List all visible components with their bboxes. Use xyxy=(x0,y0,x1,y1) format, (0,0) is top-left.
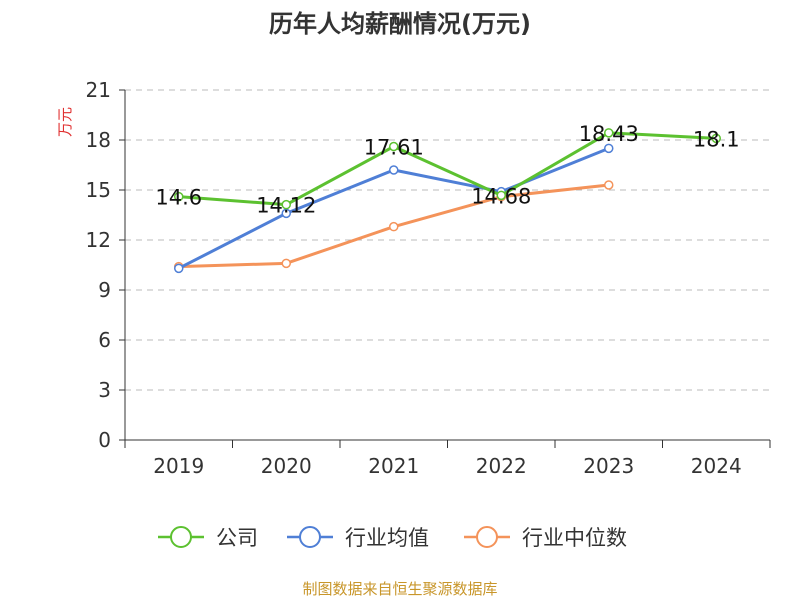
data-point xyxy=(281,199,291,210)
data-point xyxy=(604,180,614,190)
data-point xyxy=(174,191,184,202)
x-tick-label: 2022 xyxy=(476,454,527,478)
legend-marker xyxy=(170,526,192,548)
source-note: 制图数据来自恒生聚源数据库 xyxy=(302,580,497,598)
y-tick-label: 18 xyxy=(86,128,111,152)
data-point xyxy=(389,165,399,175)
legend-label: 行业均值 xyxy=(345,526,429,550)
data-label: 18.43 xyxy=(579,122,639,146)
data-label: 14.6 xyxy=(155,186,202,210)
x-tick-label: 2023 xyxy=(583,454,634,478)
legend[interactable]: 公司 行业均值 行业中位数 xyxy=(158,526,627,550)
x-tick-label: 2024 xyxy=(691,454,742,478)
data-label: 14.68 xyxy=(471,184,531,208)
data-labels: 14.6 14.12 17.61 14.68 18.43 18.1 xyxy=(155,122,739,218)
data-label: 14.12 xyxy=(256,194,316,218)
data-point xyxy=(496,190,506,201)
y-tick-label: 12 xyxy=(86,228,111,252)
x-tick-label: 2019 xyxy=(153,454,204,478)
legend-marker xyxy=(299,526,321,548)
x-tick-label: 2021 xyxy=(368,454,419,478)
legend-label: 公司 xyxy=(216,526,258,550)
data-point xyxy=(604,143,614,154)
x-tick-label: 2020 xyxy=(261,454,312,478)
data-point xyxy=(389,141,399,152)
grid-lines xyxy=(125,89,770,391)
y-tick-label: 15 xyxy=(86,178,111,202)
y-tick-label: 21 xyxy=(86,78,111,102)
data-point xyxy=(389,221,399,232)
y-tick-label: 3 xyxy=(98,378,111,402)
data-point xyxy=(281,258,291,269)
legend-marker xyxy=(476,526,498,548)
y-tick-label: 0 xyxy=(98,428,111,452)
data-label: 18.1 xyxy=(693,127,740,151)
y-tick-label: 6 xyxy=(98,328,111,352)
series-layer xyxy=(174,128,721,274)
data-point xyxy=(174,263,184,274)
series-line-公司 xyxy=(178,131,717,207)
data-point xyxy=(604,128,614,138)
data-label: 17.61 xyxy=(364,136,424,160)
data-point xyxy=(711,133,721,144)
legend-label: 行业中位数 xyxy=(522,526,627,550)
chart-title: 历年人均薪酬情况(万元) xyxy=(269,10,531,38)
y-tick-label: 9 xyxy=(98,278,111,302)
y-axis-label: 万元 xyxy=(56,107,74,137)
axes: 0 3 6 9 12 15 18 21 2019 2020 2021 2022 2023 2024 xyxy=(86,78,771,478)
